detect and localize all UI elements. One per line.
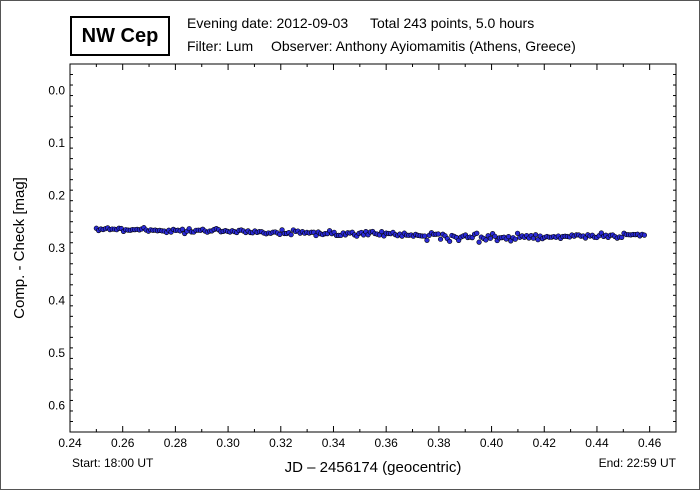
- total-points: Total 243 points, 5.0 hours: [370, 15, 535, 31]
- x-tick-label: 0.42: [533, 436, 557, 450]
- x-tick-label: 0.34: [322, 436, 346, 450]
- data-point: [487, 235, 493, 241]
- data-point: [288, 232, 294, 238]
- x-tick-label: 0.44: [585, 436, 609, 450]
- y-tick-label: 0.4: [48, 294, 65, 308]
- data-point: [277, 231, 283, 237]
- y-tick-label: 0.2: [48, 188, 65, 202]
- data-point: [512, 236, 518, 242]
- y-axis: 0.0 0.1 0.2 0.3 0.4 0.5 0.6: [48, 63, 676, 433]
- data-point: [435, 231, 441, 237]
- data-point: [474, 230, 480, 236]
- x-tick-label: 0.32: [269, 436, 293, 450]
- observer-label: Observer: Anthony Ayiomamitis (Athens, G…: [271, 38, 576, 54]
- data-point: [179, 226, 185, 232]
- data-point: [424, 237, 430, 243]
- x-tick-label: 0.46: [638, 436, 662, 450]
- data-point: [379, 229, 385, 235]
- x-tick-label: 0.36: [374, 436, 398, 450]
- data-point: [476, 239, 482, 245]
- x-tick-label: 0.28: [164, 436, 188, 450]
- data-point: [505, 233, 512, 240]
- x-tick-label: 0.38: [427, 436, 451, 450]
- y-tick-label: 0.1: [48, 136, 65, 150]
- x-tick-label: 0.30: [216, 436, 240, 450]
- y-tick-label: 0.5: [48, 346, 65, 360]
- data-point: [279, 227, 285, 233]
- y-axis-label: Comp. - Check [mag]: [11, 177, 28, 319]
- x-tick-label: 0.26: [111, 436, 135, 450]
- data-point: [447, 238, 453, 244]
- x-tick-label: 0.24: [58, 436, 82, 450]
- x-axis-label: JD – 2456174 (geocentric): [285, 459, 462, 476]
- filter-label: Filter: Lum: [187, 38, 254, 54]
- data-point: [437, 236, 444, 242]
- data-point: [492, 233, 498, 239]
- start-time: Start: 18:00 UT: [72, 456, 154, 470]
- y-tick-label: 0.3: [48, 241, 65, 255]
- data-point: [533, 232, 539, 238]
- star-name-box: NW Cep: [70, 16, 170, 56]
- data-point: [641, 232, 647, 238]
- data-point: [422, 233, 428, 239]
- y-tick-label: 0.6: [48, 399, 65, 413]
- data-points: [93, 225, 647, 245]
- x-tick-label: 0.40: [480, 436, 504, 450]
- data-point: [483, 237, 489, 243]
- star-name: NW Cep: [81, 24, 159, 47]
- data-point: [514, 230, 521, 236]
- x-axis: 0.24 0.26 0.28 0.30 0.32 0.34 0.36 0.38 0.40 0.42…: [58, 64, 677, 450]
- end-time: End: 22:59 UT: [598, 456, 676, 470]
- evening-date: Evening date: 2012-09-03: [187, 15, 349, 31]
- plot-area: [69, 63, 677, 433]
- y-tick-label: 0.0: [48, 83, 65, 97]
- data-point: [619, 234, 625, 241]
